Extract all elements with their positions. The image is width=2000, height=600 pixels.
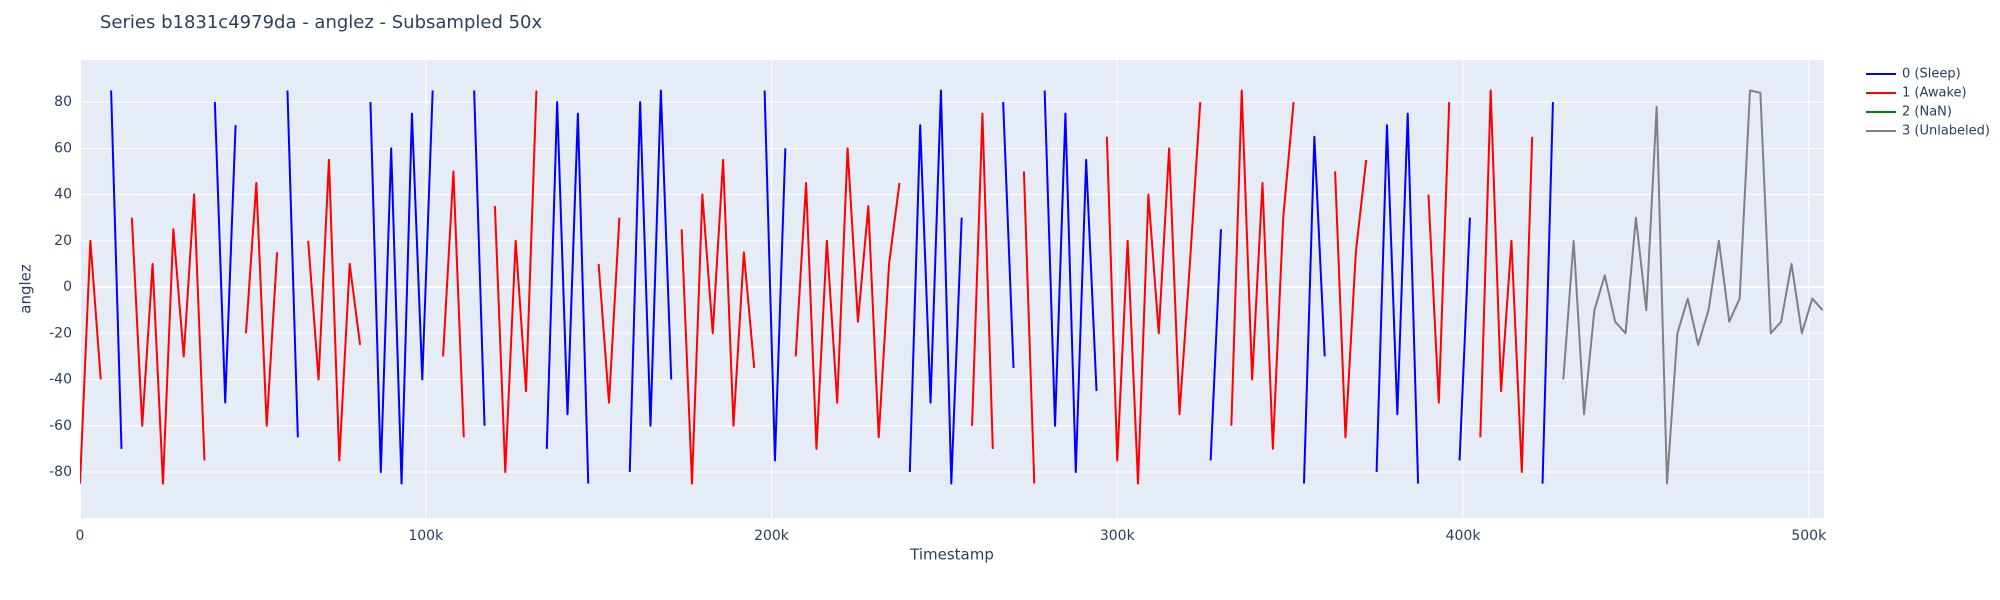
series-line	[110, 89, 1554, 485]
y-tick-label: -40	[49, 372, 72, 388]
series-line	[1562, 89, 1824, 485]
y-tick-label: 0	[63, 279, 72, 295]
legend-label: 2 (NaN)	[1902, 105, 1952, 120]
x-tick-label: 200k	[754, 528, 790, 544]
y-tick-label: -60	[49, 418, 72, 434]
lines	[80, 89, 1824, 485]
legend-item[interactable]: 1 (Awake)	[1866, 86, 1967, 101]
y-tick-label: 20	[54, 233, 72, 249]
y-tick-label: -20	[49, 325, 72, 341]
y-axis-title: anglez	[17, 264, 35, 314]
series-line	[80, 89, 1534, 485]
y-tick-label: 40	[54, 187, 72, 203]
legend-label: 0 (Sleep)	[1902, 67, 1961, 82]
y-tick-label: 60	[54, 140, 72, 156]
x-tick-label: 400k	[1446, 528, 1482, 544]
legend: 0 (Sleep) 1 (Awake) 2 (NaN) 3 (Unlabeled)	[1866, 67, 1990, 139]
legend-label: 1 (Awake)	[1902, 86, 1967, 101]
x-tick-label: 500k	[1791, 528, 1827, 544]
legend-item[interactable]: 0 (Sleep)	[1866, 67, 1961, 82]
legend-item[interactable]: 2 (NaN)	[1866, 105, 1952, 120]
x-tick-label: 0	[76, 528, 85, 544]
x-tick-label: 300k	[1100, 528, 1136, 544]
labels: -80 -60 -40 -20 0 20 40 60 80 0 100k 200k 300k 400k 50…	[49, 94, 1827, 544]
legend-label: 3 (Unlabeled)	[1902, 124, 1990, 139]
y-tick-label: -80	[49, 464, 72, 480]
x-tick-label: 100k	[408, 528, 444, 544]
x-axis-title: Timestamp	[909, 546, 994, 564]
chart-title: Series b1831c4979da - anglez - Subsample…	[100, 12, 542, 33]
y-tick-label: 80	[54, 94, 72, 110]
legend-item[interactable]: 3 (Unlabeled)	[1866, 124, 1990, 139]
